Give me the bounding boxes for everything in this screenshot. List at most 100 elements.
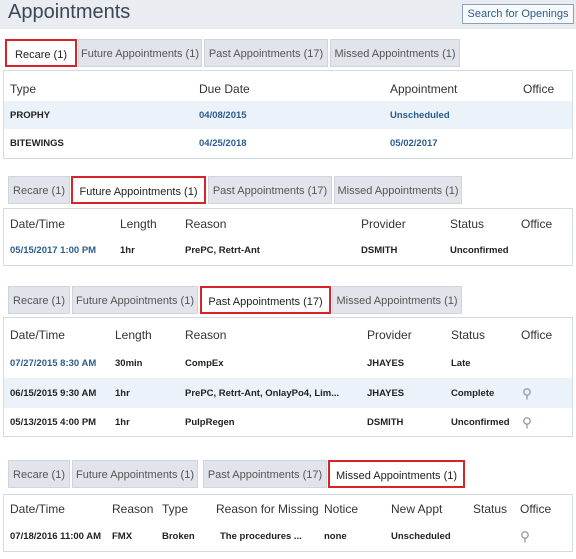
cell-length: 1hr: [120, 245, 135, 256]
missed-table: Date/Time Reason Type Reason for Missing…: [3, 494, 573, 552]
table-row[interactable]: BITEWINGS 04/25/2018 05/02/2017: [4, 129, 572, 158]
page-header: Appointments Search for Openings: [0, 0, 576, 29]
cell-due-date[interactable]: 04/25/2018: [199, 138, 247, 149]
tab-bar: Recare (1) Future Appointments (1) Past …: [3, 286, 573, 314]
cell-date-time[interactable]: 05/13/2015 4:00 PM: [10, 417, 97, 428]
col-length: Length: [120, 217, 157, 231]
future-table: Date/Time Length Reason Provider Status …: [3, 208, 573, 266]
tab-recare[interactable]: Recare (1): [8, 286, 70, 314]
cell-reason: PulpRegen: [185, 417, 235, 428]
col-notice: Notice: [324, 502, 359, 516]
tab-missed-appointments[interactable]: Missed Appointments (1): [334, 176, 462, 204]
tab-past-appointments[interactable]: Past Appointments (17): [203, 460, 327, 488]
cell-length: 30min: [115, 358, 143, 369]
location-pin-icon[interactable]: [523, 388, 531, 400]
cell-type: BITEWINGS: [10, 138, 64, 149]
cell-notice: none: [324, 531, 347, 542]
cell-length: 1hr: [115, 417, 130, 428]
col-length: Length: [115, 328, 152, 342]
location-pin-icon[interactable]: [523, 417, 531, 429]
table-row[interactable]: PROPHY 04/08/2015 Unscheduled: [4, 101, 572, 129]
cell-provider: JHAYES: [367, 358, 405, 369]
tab-past-appointments[interactable]: Past Appointments (17): [208, 176, 332, 204]
col-reason-for-missing: Reason for Missing: [216, 502, 319, 516]
col-type: Type: [10, 82, 37, 96]
missed-section: Recare (1) Future Appointments (1) Past …: [3, 460, 573, 556]
col-status: Status: [473, 502, 508, 516]
cell-type: PROPHY: [10, 110, 51, 121]
table-header: Date/Time Length Reason Provider Status …: [4, 209, 572, 236]
tab-recare[interactable]: Recare (1): [5, 39, 77, 67]
tab-past-appointments[interactable]: Past Appointments (17): [200, 286, 331, 314]
cell-appointment[interactable]: Unscheduled: [390, 110, 450, 121]
cell-date-time: 07/18/2016 11:00 AM: [10, 531, 102, 542]
tab-future-appointments[interactable]: Future Appointments (1): [78, 39, 202, 67]
table-row[interactable]: 06/15/2015 9:30 AM 1hr PrePC, Retrt-Ant,…: [4, 378, 572, 408]
col-office: Office: [520, 502, 552, 516]
cell-appointment[interactable]: 05/02/2017: [390, 138, 438, 149]
col-office: Office: [523, 82, 555, 96]
cell-status: Late: [451, 358, 471, 369]
tab-missed-appointments[interactable]: Missed Appointments (1): [330, 39, 460, 67]
col-status: Status: [451, 328, 486, 342]
col-due-date: Due Date: [199, 82, 250, 96]
cell-provider: JHAYES: [367, 388, 405, 399]
recare-section: Recare (1) Future Appointments (1) Past …: [3, 39, 573, 161]
cell-provider: DSMITH: [361, 245, 398, 256]
cell-new-appt: Unscheduled: [391, 531, 451, 542]
tab-missed-appointments[interactable]: Missed Appointments (1): [328, 460, 465, 488]
col-appointment: Appointment: [390, 82, 458, 96]
page-title: Appointments: [8, 1, 131, 23]
cell-provider: DSMITH: [367, 417, 404, 428]
cell-status: Complete: [451, 388, 495, 399]
past-section: Recare (1) Future Appointments (1) Past …: [3, 286, 573, 441]
cell-due-date[interactable]: 04/08/2015: [199, 110, 247, 121]
tab-recare[interactable]: Recare (1): [8, 460, 70, 488]
col-provider: Provider: [361, 217, 406, 231]
tab-missed-appointments[interactable]: Missed Appointments (1): [332, 286, 462, 314]
cell-reason: CompEx: [185, 358, 224, 369]
col-reason: Reason: [185, 217, 227, 231]
col-office: Office: [521, 328, 553, 342]
col-office: Office: [521, 217, 553, 231]
table-header: Type Due Date Appointment Office: [4, 71, 572, 101]
col-new-appt: New Appt: [391, 502, 443, 516]
tab-future-appointments[interactable]: Future Appointments (1): [71, 176, 206, 204]
col-date-time: Date/Time: [10, 502, 65, 516]
tab-past-appointments[interactable]: Past Appointments (17): [204, 39, 328, 67]
tab-future-appointments[interactable]: Future Appointments (1): [72, 286, 198, 314]
col-status: Status: [450, 217, 485, 231]
cell-length: 1hr: [115, 388, 130, 399]
location-pin-icon[interactable]: [521, 531, 529, 543]
col-reason: Reason: [112, 502, 154, 516]
cell-date-time[interactable]: 05/15/2017 1:00 PM: [10, 245, 97, 256]
cell-type: Broken: [162, 531, 195, 542]
tab-bar: Recare (1) Future Appointments (1) Past …: [3, 176, 573, 204]
col-type: Type: [162, 502, 189, 516]
search-openings-button[interactable]: Search for Openings: [462, 4, 574, 24]
cell-status: Unconfirmed: [450, 245, 509, 256]
table-header: Date/Time Reason Type Reason for Missing…: [4, 495, 572, 522]
table-row[interactable]: 05/15/2017 1:00 PM 1hr PrePC, Retrt-Ant …: [4, 236, 572, 265]
col-date-time: Date/Time: [10, 217, 65, 231]
table-row[interactable]: 07/18/2016 11:00 AM FMX Broken The proce…: [4, 522, 572, 551]
future-section: Recare (1) Future Appointments (1) Past …: [3, 176, 573, 272]
tab-future-appointments[interactable]: Future Appointments (1): [72, 460, 198, 488]
cell-reason-for-missing: The procedures ...: [220, 531, 302, 542]
cell-date-time[interactable]: 06/15/2015 9:30 AM: [10, 388, 97, 399]
past-table: Date/Time Length Reason Provider Status …: [3, 317, 573, 437]
col-date-time: Date/Time: [10, 328, 65, 342]
table-row[interactable]: 07/27/2015 8:30 AM 30min CompEx JHAYES L…: [4, 348, 572, 378]
table-header: Date/Time Length Reason Provider Status …: [4, 318, 572, 348]
tab-recare[interactable]: Recare (1): [8, 176, 70, 204]
cell-date-time[interactable]: 07/27/2015 8:30 AM: [10, 358, 97, 369]
cell-reason: PrePC, Retrt-Ant, OnlayPo4, Lim...: [185, 388, 340, 399]
recare-table: Type Due Date Appointment Office PROPHY …: [3, 70, 573, 159]
table-row[interactable]: 05/13/2015 4:00 PM 1hr PulpRegen DSMITH …: [4, 408, 572, 436]
col-provider: Provider: [367, 328, 412, 342]
cell-reason: PrePC, Retrt-Ant: [185, 245, 260, 256]
cell-reason: FMX: [112, 531, 133, 542]
tab-bar: Recare (1) Future Appointments (1) Past …: [3, 460, 573, 488]
cell-status: Unconfirmed: [451, 417, 510, 428]
tab-bar: Recare (1) Future Appointments (1) Past …: [3, 39, 573, 67]
